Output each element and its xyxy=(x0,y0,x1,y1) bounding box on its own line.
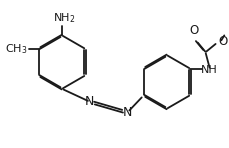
Text: O: O xyxy=(218,35,228,48)
Text: CH$_3$: CH$_3$ xyxy=(5,42,28,56)
Text: O: O xyxy=(189,24,198,37)
Text: N: N xyxy=(85,95,94,108)
Text: NH$_2$: NH$_2$ xyxy=(53,11,75,25)
Text: NH: NH xyxy=(201,65,218,75)
Text: N: N xyxy=(123,106,132,119)
